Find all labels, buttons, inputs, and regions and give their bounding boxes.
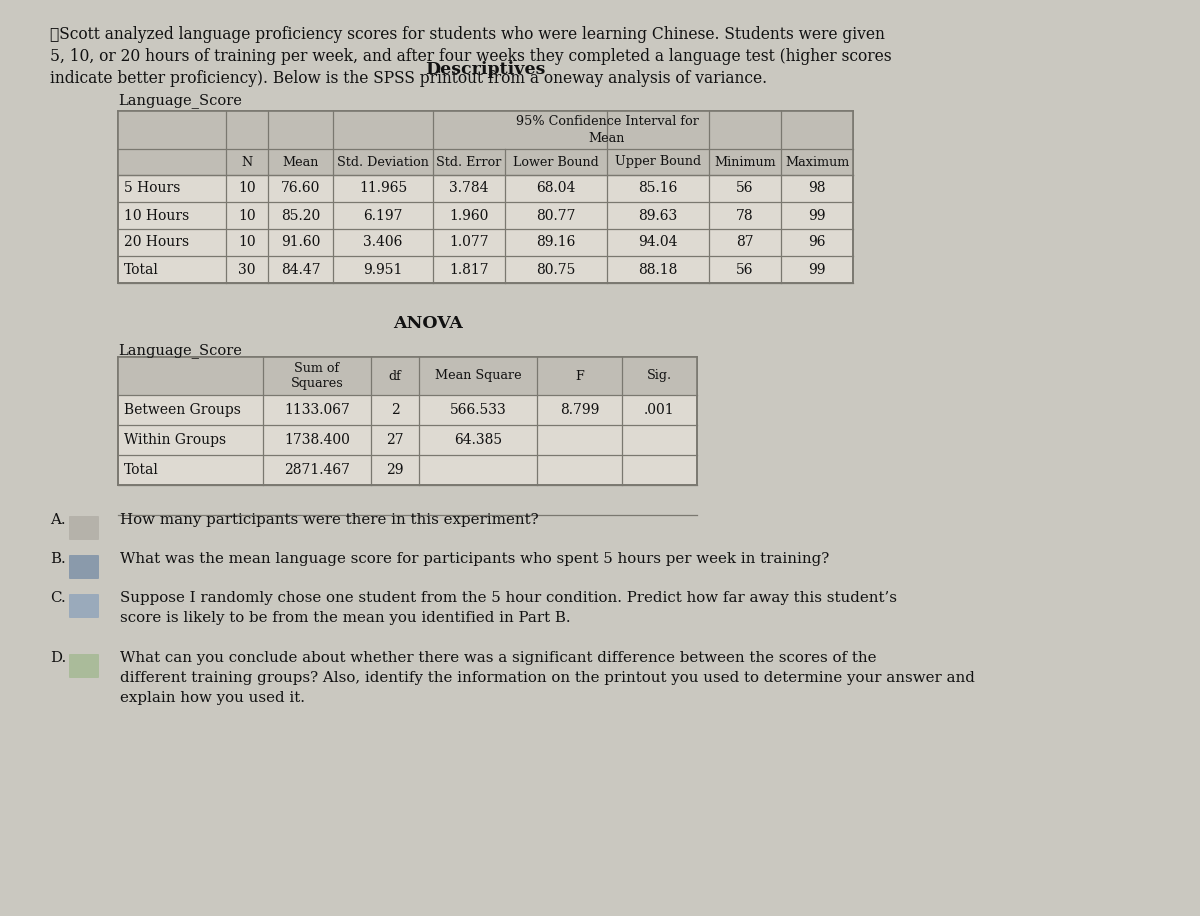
Text: 99: 99 [809, 209, 826, 223]
Text: 64.385: 64.385 [454, 433, 502, 447]
Text: Language_Score: Language_Score [118, 93, 242, 108]
Text: 2: 2 [391, 403, 400, 417]
Text: 10: 10 [238, 209, 256, 223]
Text: 99: 99 [809, 263, 826, 277]
Bar [118, 111, 853, 175]
Text: 8.799: 8.799 [560, 403, 599, 417]
Text: 27: 27 [386, 433, 404, 447]
Text: 3.406: 3.406 [364, 235, 403, 249]
Text: N: N [241, 156, 253, 169]
Text: Between Groups: Between Groups [124, 403, 241, 417]
Text: 94.04: 94.04 [638, 235, 678, 249]
Bar [118, 357, 697, 395]
Text: 80.75: 80.75 [536, 263, 576, 277]
Text: 78: 78 [736, 209, 754, 223]
Text: Sig.: Sig. [647, 369, 672, 383]
Text: Within Groups: Within Groups [124, 433, 226, 447]
FancyBboxPatch shape [70, 654, 98, 678]
Text: 20 Hours: 20 Hours [124, 235, 190, 249]
Text: 56: 56 [737, 181, 754, 195]
Text: What can you conclude about whether there was a significant difference between t: What can you conclude about whether ther… [120, 651, 974, 705]
Text: 29: 29 [386, 463, 403, 477]
Text: D.: D. [50, 651, 66, 665]
Text: 1738.400: 1738.400 [284, 433, 350, 447]
Text: 3.784: 3.784 [449, 181, 488, 195]
Text: 30: 30 [239, 263, 256, 277]
Text: 89.63: 89.63 [638, 209, 678, 223]
FancyBboxPatch shape [70, 594, 98, 618]
Text: 10: 10 [238, 181, 256, 195]
Text: indicate better proficiency). Below is the SPSS printout from a oneway analysis : indicate better proficiency). Below is t… [50, 70, 767, 87]
Bar [118, 111, 853, 283]
Text: Std. Deviation: Std. Deviation [337, 156, 428, 169]
Text: Mean: Mean [282, 156, 319, 169]
Text: Suppose I randomly chose one student from the 5 hour condition. Predict how far : Suppose I randomly chose one student fro… [120, 591, 898, 625]
Text: 1.817: 1.817 [449, 263, 488, 277]
Text: 9.951: 9.951 [364, 263, 403, 277]
Text: 84.47: 84.47 [281, 263, 320, 277]
Text: 88.18: 88.18 [638, 263, 678, 277]
Text: C.: C. [50, 591, 66, 605]
Text: Total: Total [124, 463, 158, 477]
Text: What was the mean language score for participants who spent 5 hours per week in : What was the mean language score for par… [120, 552, 829, 566]
Text: Language_Score: Language_Score [118, 343, 242, 358]
Text: Minimum: Minimum [714, 156, 776, 169]
Text: 96: 96 [809, 235, 826, 249]
Text: 80.77: 80.77 [536, 209, 576, 223]
Text: 76.60: 76.60 [281, 181, 320, 195]
Text: F: F [575, 369, 584, 383]
Text: 11.965: 11.965 [359, 181, 407, 195]
Text: 2871.467: 2871.467 [284, 463, 350, 477]
Text: Mean Square: Mean Square [434, 369, 521, 383]
Text: 95% Confidence Interval for
Mean: 95% Confidence Interval for Mean [516, 115, 698, 145]
Text: 566.533: 566.533 [450, 403, 506, 417]
Text: 5 Hours: 5 Hours [124, 181, 180, 195]
Text: 6.197: 6.197 [364, 209, 403, 223]
Text: Descriptives: Descriptives [425, 61, 546, 78]
Text: Sum of
Squares: Sum of Squares [290, 362, 343, 390]
Text: 91.60: 91.60 [281, 235, 320, 249]
Text: 56: 56 [737, 263, 754, 277]
Text: ★Scott analyzed language proficiency scores for students who were learning Chine: ★Scott analyzed language proficiency sco… [50, 26, 884, 43]
Text: Upper Bound: Upper Bound [614, 156, 701, 169]
Text: 1.077: 1.077 [449, 235, 488, 249]
Text: Total: Total [124, 263, 158, 277]
Text: .001: .001 [644, 403, 674, 417]
Text: A.: A. [50, 513, 66, 527]
FancyBboxPatch shape [70, 516, 98, 540]
Text: 87: 87 [736, 235, 754, 249]
Bar [118, 357, 697, 485]
Text: 85.16: 85.16 [638, 181, 678, 195]
Text: 1.960: 1.960 [449, 209, 488, 223]
Text: Maximum: Maximum [785, 156, 850, 169]
Text: 1133.067: 1133.067 [284, 403, 350, 417]
Text: 5, 10, or 20 hours of training per week, and after four weeks they completed a l: 5, 10, or 20 hours of training per week,… [50, 48, 892, 65]
FancyBboxPatch shape [70, 555, 98, 579]
Text: 10 Hours: 10 Hours [124, 209, 190, 223]
Text: 89.16: 89.16 [536, 235, 576, 249]
Text: ANOVA: ANOVA [394, 315, 463, 332]
Text: B.: B. [50, 552, 66, 566]
Text: Std. Error: Std. Error [437, 156, 502, 169]
Text: 10: 10 [238, 235, 256, 249]
Text: 85.20: 85.20 [281, 209, 320, 223]
Text: 68.04: 68.04 [536, 181, 576, 195]
Text: How many participants were there in this experiment?: How many participants were there in this… [120, 513, 539, 527]
Text: Lower Bound: Lower Bound [514, 156, 599, 169]
Text: df: df [389, 369, 402, 383]
Text: 98: 98 [809, 181, 826, 195]
